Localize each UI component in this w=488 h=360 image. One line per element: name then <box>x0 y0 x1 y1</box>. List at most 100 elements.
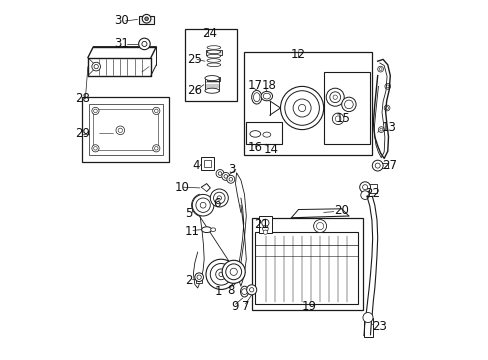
Circle shape <box>152 107 160 114</box>
Text: 28: 28 <box>75 92 90 105</box>
Bar <box>196 279 202 283</box>
Text: 7: 7 <box>242 300 249 313</box>
Text: 14: 14 <box>263 143 278 156</box>
Circle shape <box>262 226 268 231</box>
Text: 25: 25 <box>186 53 202 66</box>
Text: 8: 8 <box>227 284 234 297</box>
Bar <box>207 77 220 81</box>
Bar <box>201 157 214 170</box>
Circle shape <box>249 288 253 292</box>
Circle shape <box>222 172 229 180</box>
Text: 1: 1 <box>215 285 222 298</box>
Circle shape <box>362 185 367 190</box>
Text: 4: 4 <box>192 159 200 172</box>
Text: 21: 21 <box>253 219 268 231</box>
Ellipse shape <box>206 54 220 58</box>
Bar <box>205 50 222 55</box>
Circle shape <box>384 84 390 89</box>
Ellipse shape <box>251 90 261 104</box>
Circle shape <box>154 147 158 150</box>
Ellipse shape <box>201 227 211 233</box>
Circle shape <box>332 95 337 99</box>
Circle shape <box>144 17 148 21</box>
Ellipse shape <box>240 286 248 297</box>
Circle shape <box>210 189 228 207</box>
Circle shape <box>92 62 101 71</box>
Circle shape <box>377 66 383 72</box>
Ellipse shape <box>263 132 270 137</box>
Text: 15: 15 <box>335 112 350 125</box>
Circle shape <box>228 177 232 181</box>
Bar <box>139 16 154 24</box>
Circle shape <box>386 85 388 88</box>
Circle shape <box>218 172 222 175</box>
Ellipse shape <box>261 91 272 101</box>
Circle shape <box>224 175 227 178</box>
Ellipse shape <box>210 228 215 231</box>
Circle shape <box>225 264 241 280</box>
Circle shape <box>385 107 387 109</box>
Circle shape <box>92 145 99 152</box>
Text: 30: 30 <box>114 14 129 27</box>
Circle shape <box>210 264 231 285</box>
Text: 17: 17 <box>247 79 263 92</box>
Text: 18: 18 <box>261 79 276 92</box>
Bar <box>381 163 387 168</box>
Ellipse shape <box>204 76 219 81</box>
Circle shape <box>384 105 389 111</box>
Text: 11: 11 <box>184 225 199 238</box>
Circle shape <box>379 128 382 131</box>
Ellipse shape <box>263 93 270 99</box>
Circle shape <box>241 289 247 294</box>
Bar <box>82 97 168 162</box>
Bar <box>368 184 376 193</box>
Circle shape <box>292 99 310 117</box>
Circle shape <box>374 163 380 168</box>
Bar <box>251 218 363 310</box>
Circle shape <box>335 116 340 122</box>
Bar <box>246 122 282 144</box>
Circle shape <box>378 68 381 71</box>
Text: 22: 22 <box>365 187 379 200</box>
Ellipse shape <box>253 93 260 102</box>
Bar <box>244 52 371 155</box>
Ellipse shape <box>206 50 220 54</box>
Circle shape <box>92 107 99 114</box>
Circle shape <box>332 113 343 125</box>
Bar <box>323 72 369 144</box>
Circle shape <box>219 272 223 276</box>
Text: 12: 12 <box>290 48 305 61</box>
Text: 16: 16 <box>247 141 263 154</box>
Circle shape <box>217 196 221 200</box>
Text: 26: 26 <box>186 84 202 96</box>
Circle shape <box>222 260 244 283</box>
Text: 24: 24 <box>202 27 217 40</box>
Circle shape <box>230 268 237 275</box>
Ellipse shape <box>249 131 260 137</box>
Bar <box>89 104 163 155</box>
Text: 5: 5 <box>185 207 192 220</box>
Circle shape <box>200 202 205 208</box>
Ellipse shape <box>206 59 220 62</box>
Circle shape <box>360 191 368 199</box>
Circle shape <box>194 273 203 282</box>
Circle shape <box>118 128 122 132</box>
Circle shape <box>362 312 372 323</box>
Circle shape <box>94 64 98 69</box>
Circle shape <box>341 97 355 112</box>
Text: 23: 23 <box>371 320 386 333</box>
Circle shape <box>378 127 384 132</box>
Circle shape <box>94 109 97 113</box>
Circle shape <box>197 275 201 279</box>
Text: 19: 19 <box>301 300 316 313</box>
Circle shape <box>261 219 268 226</box>
Text: 20: 20 <box>334 204 348 217</box>
Circle shape <box>313 220 326 233</box>
Circle shape <box>371 160 382 171</box>
Text: 3: 3 <box>228 163 236 176</box>
Circle shape <box>152 145 160 152</box>
Bar <box>258 216 271 233</box>
Text: 31: 31 <box>114 37 129 50</box>
Circle shape <box>215 269 226 280</box>
Circle shape <box>154 109 158 113</box>
